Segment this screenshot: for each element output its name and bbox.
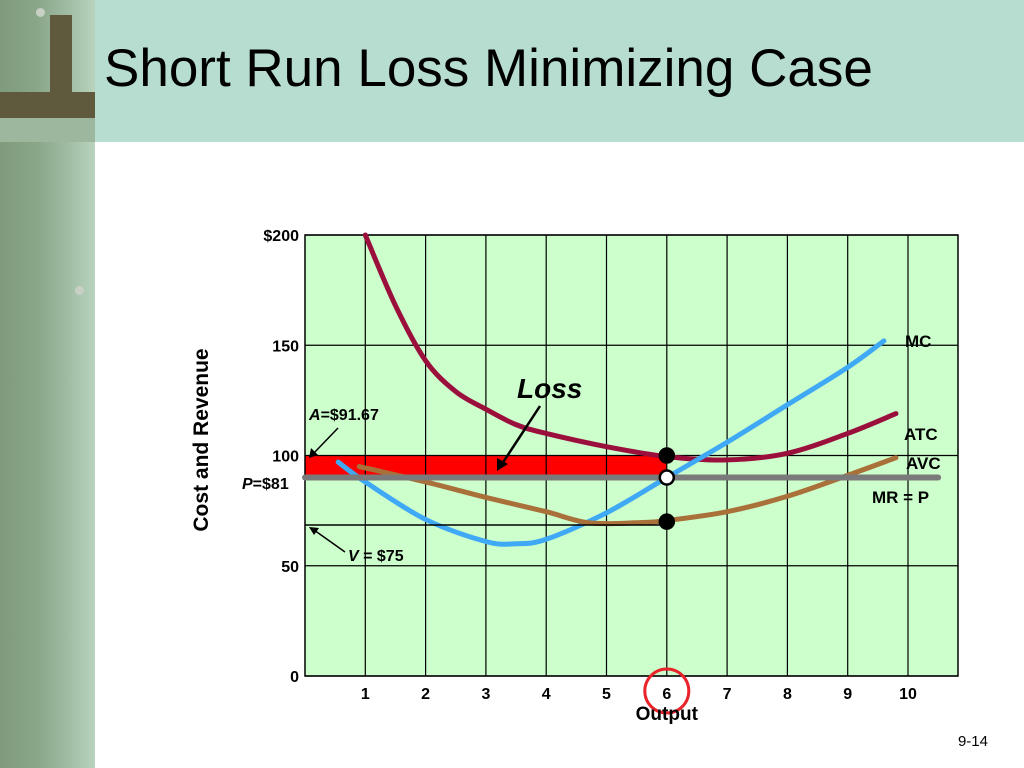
title-bar: [95, 0, 1024, 142]
highlight-circle: [643, 667, 691, 715]
x-tick-label: 8: [783, 686, 792, 703]
hollow-marker: [658, 469, 676, 486]
x-tick-label: 5: [602, 686, 611, 703]
screw-icon: [75, 286, 84, 295]
a-annotation: A=$91.67: [308, 407, 379, 424]
x-tick-label: 3: [481, 686, 490, 703]
plot-frame: [304, 234, 959, 677]
side-panel-block: [0, 118, 95, 142]
side-panel-block: [0, 92, 95, 118]
x-tick-label: 10: [899, 686, 917, 703]
decorative-side-panel: [0, 0, 95, 768]
a-arrowhead: [309, 448, 318, 458]
y-tick-label: $200: [263, 228, 299, 245]
slide-title: Short Run Loss Minimizing Case: [104, 39, 873, 98]
v-arrow: [313, 529, 346, 553]
mc-curve-label: MC: [905, 332, 931, 351]
avc-curve: [356, 455, 899, 527]
v-arrowhead: [309, 527, 319, 535]
slide-number: 9-14: [957, 733, 988, 750]
loss-label: Loss: [517, 373, 582, 404]
x-tick-label: 1: [361, 686, 370, 703]
x-tick-label: 9: [843, 686, 852, 703]
v-annotation: V = $75: [348, 548, 404, 565]
a-arrow: [312, 427, 339, 455]
y-tick-label: 150: [272, 338, 299, 355]
y-axis-title: Cost and Revenue: [190, 348, 213, 531]
x-tick-label: 6: [662, 686, 671, 703]
x-tick-label: 2: [421, 686, 430, 703]
loss-arrow: [498, 405, 542, 468]
y-tick-label: 50: [281, 559, 299, 576]
x-axis-title: Output: [636, 704, 699, 725]
atc-curve: [362, 232, 899, 463]
filled-marker: [658, 513, 676, 530]
loss-arrowhead: [497, 458, 508, 471]
mr-line-label: MR = P: [872, 488, 929, 507]
screw-icon: [36, 8, 45, 17]
side-panel-block: [50, 15, 72, 118]
x-tick-label: 7: [723, 686, 732, 703]
y-tick-label: 0: [290, 669, 299, 686]
p-annotation: P=$81: [242, 476, 289, 493]
y-tick-label: 100: [272, 449, 299, 466]
filled-marker: [658, 447, 676, 464]
atc-curve-label: ATC: [904, 425, 938, 444]
x-tick-label: 4: [542, 686, 551, 703]
avc-curve-label: AVC: [906, 454, 941, 473]
